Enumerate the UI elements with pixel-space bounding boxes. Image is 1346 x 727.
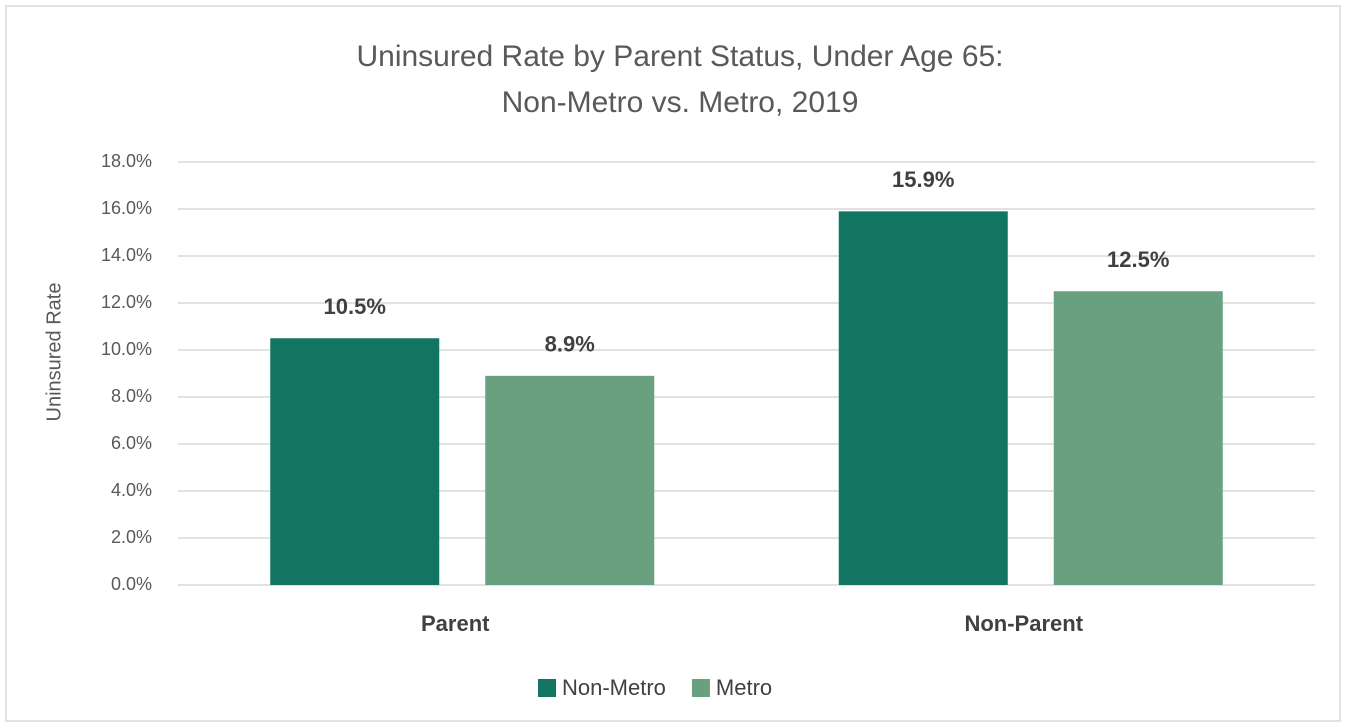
legend-swatch xyxy=(691,679,710,697)
y-tick-label: 6.0% xyxy=(111,433,152,453)
y-tick-label: 10.0% xyxy=(101,339,152,359)
y-tick-label: 8.0% xyxy=(111,386,152,406)
bar xyxy=(485,375,655,585)
legend-label: Non-Metro xyxy=(562,675,666,700)
x-tick-label: Parent xyxy=(421,611,490,636)
bar xyxy=(838,211,1008,585)
legend-label: Metro xyxy=(716,675,772,700)
bar xyxy=(1053,291,1223,585)
x-tick-label: Non-Parent xyxy=(964,611,1083,636)
data-label: 8.9% xyxy=(545,332,595,357)
y-axis-label: Uninsured Rate xyxy=(43,283,65,422)
legend-swatch xyxy=(538,679,556,697)
y-tick-label: 4.0% xyxy=(111,480,152,500)
bar xyxy=(270,338,440,585)
y-tick-label: 18.0% xyxy=(101,151,152,171)
y-tick-label: 14.0% xyxy=(101,245,152,265)
chart-title: Uninsured Rate by Parent Status, Under A… xyxy=(356,40,1003,73)
y-tick-label: 0.0% xyxy=(111,574,152,594)
data-label: 12.5% xyxy=(1107,247,1169,272)
y-tick-label: 2.0% xyxy=(111,527,152,547)
data-label: 10.5% xyxy=(324,294,386,319)
data-label: 15.9% xyxy=(892,167,954,192)
y-tick-label: 16.0% xyxy=(101,198,152,218)
y-tick-label: 12.0% xyxy=(101,292,152,312)
chart-title: Non-Metro vs. Metro, 2019 xyxy=(502,86,859,119)
